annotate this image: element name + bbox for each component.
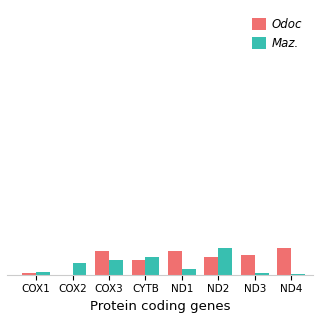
Bar xyxy=(204,257,218,275)
Bar xyxy=(132,260,145,275)
Bar xyxy=(109,260,123,275)
Bar xyxy=(73,263,86,275)
Bar xyxy=(291,274,305,275)
Bar xyxy=(241,255,255,275)
Bar xyxy=(36,272,50,275)
Bar xyxy=(168,251,182,275)
Legend: Odoc, Maz.: Odoc, Maz. xyxy=(247,13,307,54)
Bar xyxy=(95,251,109,275)
X-axis label: Protein coding genes: Protein coding genes xyxy=(90,300,230,313)
Bar xyxy=(145,257,159,275)
Bar xyxy=(182,269,196,275)
Bar xyxy=(255,273,268,275)
Bar xyxy=(218,248,232,275)
Bar xyxy=(277,248,291,275)
Bar xyxy=(22,273,36,275)
